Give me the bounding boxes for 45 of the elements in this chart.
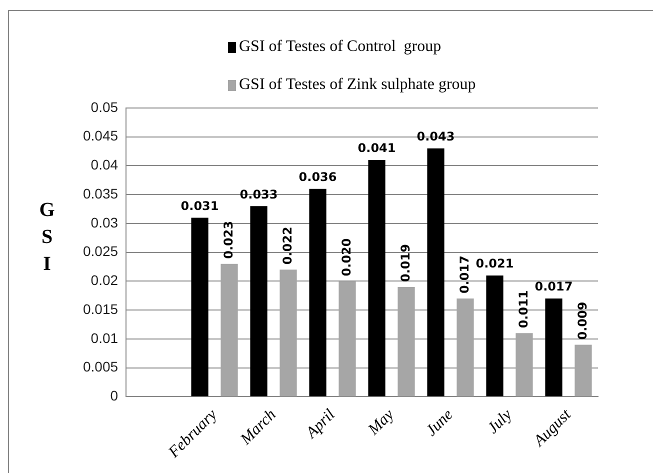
x-tick-label: May	[364, 406, 398, 440]
y-tick-label: 0.02	[90, 272, 118, 288]
legend-label: GSI of Testes of Control group	[239, 38, 442, 56]
y-tick-label: 0.025	[82, 243, 118, 260]
data-label: 0.023	[221, 220, 236, 259]
data-label: 0.017	[534, 280, 573, 294]
bar	[545, 298, 562, 396]
y-tick-label: 0.03	[90, 214, 118, 230]
x-tick-label: July	[484, 406, 516, 438]
bar	[427, 148, 444, 396]
bar	[280, 270, 297, 396]
data-label: 0.021	[476, 256, 514, 271]
bar	[398, 286, 415, 396]
bar	[309, 188, 326, 396]
y-axis-title: GSI	[39, 199, 56, 276]
data-label: 0.041	[358, 141, 396, 156]
y-tick-label: 0.01	[90, 330, 118, 346]
legend-label: GSI of Testes of Zink sulphate group	[239, 76, 476, 94]
y-tick-label: 0.045	[82, 128, 118, 144]
data-label: 0.009	[575, 302, 590, 340]
data-label: 0.020	[339, 238, 354, 276]
y-tick-label: 0	[110, 388, 118, 404]
y-tick-label: 0.035	[82, 185, 118, 202]
data-label: 0.031	[180, 198, 219, 213]
bar	[516, 333, 533, 396]
data-label: 0.036	[298, 170, 337, 184]
bar	[250, 206, 268, 396]
data-label: 0.019	[398, 244, 412, 282]
y-tick-label: 0.04	[90, 156, 118, 173]
bar	[456, 298, 474, 396]
data-label: 0.033	[240, 187, 278, 202]
data-label: 0.043	[416, 130, 455, 144]
bar	[338, 281, 356, 396]
bar	[368, 160, 386, 396]
x-tick-label: June	[422, 406, 456, 440]
bar	[220, 264, 238, 396]
data-label: 0.022	[280, 226, 294, 265]
y-tick-label: 0.05	[90, 98, 118, 115]
data-label: 0.011	[516, 290, 530, 328]
y-tick-label: 0.005	[82, 358, 118, 375]
bar	[574, 344, 592, 396]
data-label: 0.017	[457, 256, 472, 294]
y-tick-label: 0.015	[82, 300, 118, 317]
bar	[191, 218, 208, 396]
bar	[486, 275, 504, 396]
